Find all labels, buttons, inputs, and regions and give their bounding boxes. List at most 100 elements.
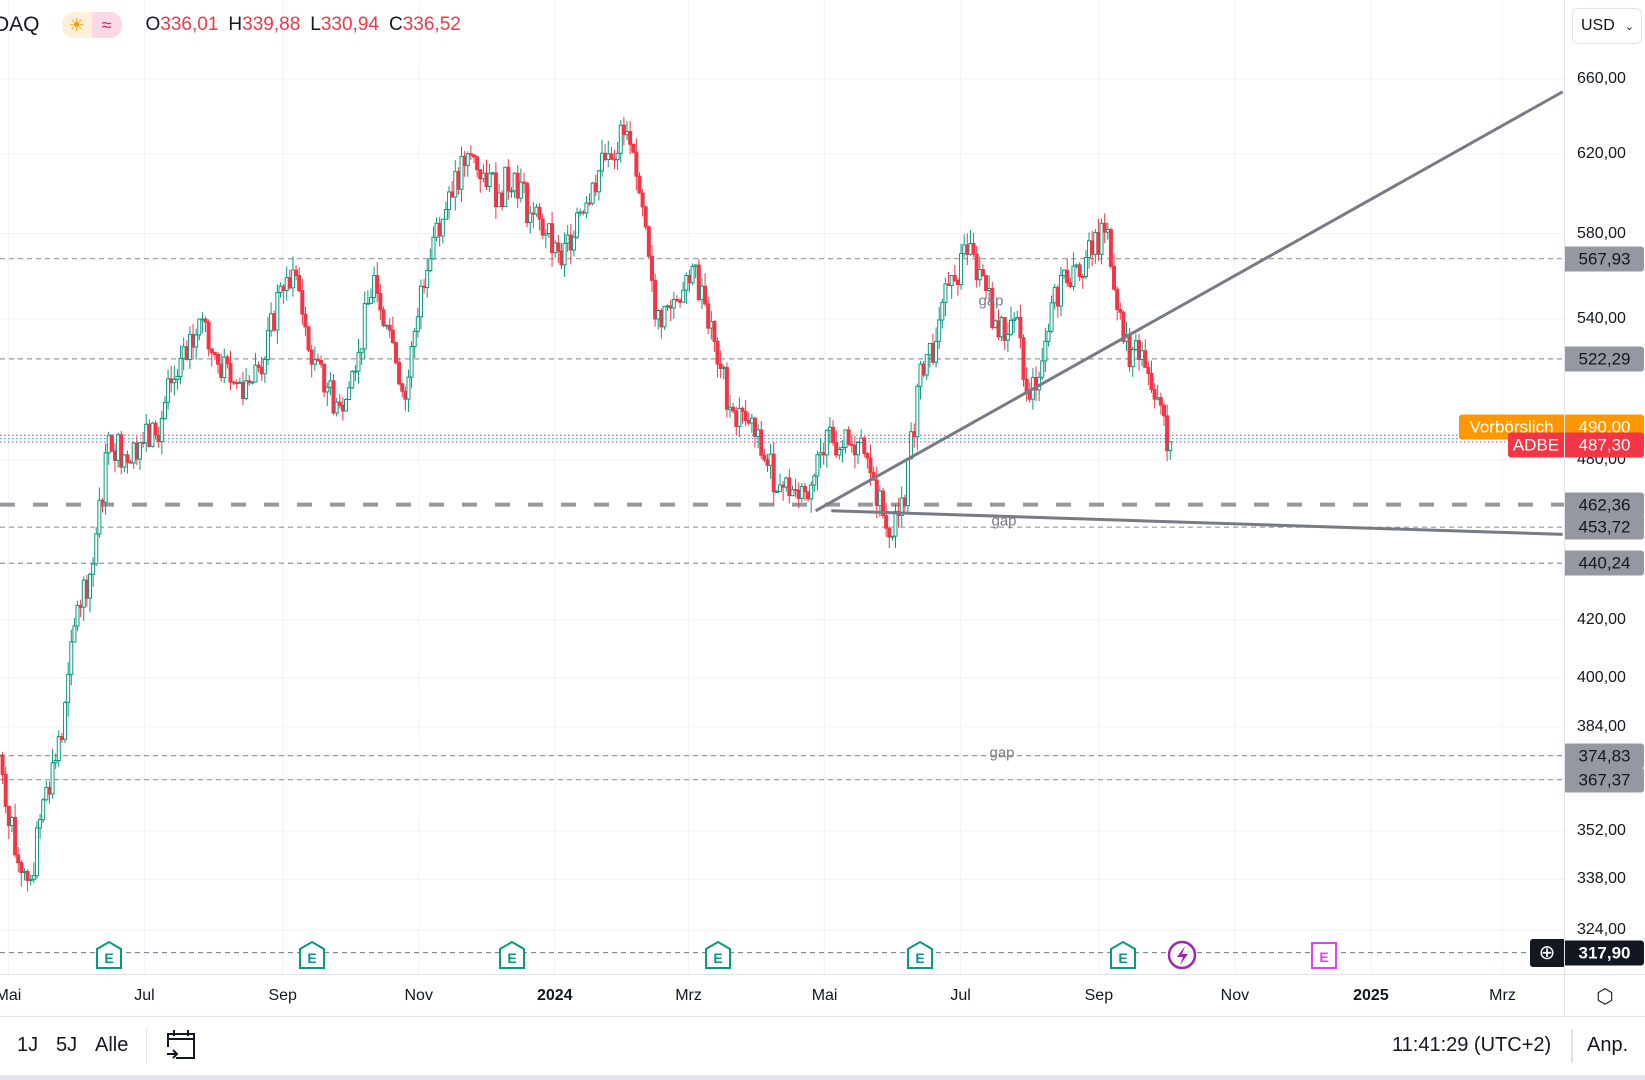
candle-body [137, 442, 142, 460]
candle-body [425, 270, 430, 289]
candle-body [147, 423, 152, 447]
candle-body [628, 131, 633, 145]
candle-body [63, 702, 68, 740]
candle-body [290, 269, 295, 289]
add-alert-plus-icon[interactable]: ⊕ [1530, 938, 1564, 967]
candle-body [1002, 317, 1007, 341]
candle-body [930, 342, 935, 363]
candle-body [428, 258, 433, 272]
candle-body [615, 152, 620, 161]
trendline [814, 90, 1564, 513]
candle-body [250, 381, 255, 384]
settings-icon[interactable]: ⬡ [1564, 975, 1645, 1017]
candle-body [618, 124, 623, 154]
candle-body [465, 153, 470, 166]
candle-body [837, 448, 842, 456]
candle-body [1121, 311, 1126, 342]
candle-body [521, 181, 526, 184]
candle-body [625, 131, 630, 136]
clock-time[interactable]: 11:41:29 (UTC+2) [1392, 1034, 1552, 1056]
symbol-legend: DAQ ☀ ≈ O336,01 H339,88 L330,94 C336,52 [0, 10, 471, 40]
candle-body [262, 359, 267, 375]
price-chart[interactable] [0, 0, 1564, 974]
upcoming-earnings-marker-icon[interactable]: E [1310, 940, 1338, 970]
candle-body [194, 334, 199, 348]
candle-body [784, 477, 789, 488]
price-tick-label: 324,00 [1577, 920, 1626, 938]
candle-body [172, 379, 177, 384]
candle-body [393, 342, 398, 364]
svg-text:E: E [1319, 949, 1328, 965]
candle-body [440, 218, 445, 237]
candle-body [968, 243, 973, 255]
candle-body [387, 324, 392, 331]
go-to-date-button[interactable] [166, 1027, 196, 1067]
candle-body [515, 172, 520, 199]
candle-body [1062, 269, 1067, 277]
range-5y-button[interactable]: 5J [56, 1034, 78, 1056]
range-all-button[interactable]: Alle [95, 1034, 129, 1056]
earnings-marker-icon[interactable]: E [1109, 940, 1137, 970]
candle-body [1012, 318, 1017, 321]
candle-body [231, 381, 236, 384]
candle-body [1046, 330, 1051, 342]
candle-body [731, 406, 736, 412]
candle-body [200, 318, 205, 321]
candle-body [646, 226, 651, 257]
candle-body [674, 298, 679, 301]
earnings-marker-icon[interactable]: E [95, 940, 123, 970]
candle-body [353, 370, 358, 373]
candle-body [1015, 316, 1020, 320]
candle-body [1009, 319, 1014, 335]
earnings-marker-icon[interactable]: E [498, 940, 526, 970]
candle-body [1068, 282, 1073, 287]
candle-body [921, 363, 926, 376]
price-tick-label: 420,00 [1577, 610, 1626, 628]
candle-body [359, 348, 364, 354]
candle-body [862, 437, 867, 454]
earnings-marker-icon[interactable]: E [298, 940, 326, 970]
candle-body [990, 287, 995, 329]
candle-body [306, 326, 311, 351]
candle-body [678, 299, 683, 303]
candle-body [403, 390, 408, 400]
candle-body [203, 318, 208, 323]
symbol-name[interactable]: DAQ [0, 13, 40, 36]
price-tick-label: 384,00 [1577, 717, 1626, 735]
candle-body [512, 172, 517, 192]
candle-body [905, 458, 910, 507]
chart-pane[interactable]: DAQ ☀ ≈ O336,01 H339,88 L330,94 C336,52 … [0, 0, 1564, 974]
candle-body [331, 380, 336, 414]
earnings-marker-icon[interactable]: E [906, 940, 934, 970]
range-1y-button[interactable]: 1J [17, 1034, 39, 1056]
status-pill[interactable]: ☀ ≈ [61, 12, 122, 38]
candle-body [34, 827, 39, 877]
time-axis[interactable]: Mai Jul Sep Nov 2024 Mrz Mai Jul Sep Nov 2025 Mrz ⬡ [0, 974, 1645, 1017]
candle-body [41, 799, 46, 821]
candle-body [756, 429, 761, 437]
earnings-marker-icon[interactable]: E [704, 940, 732, 970]
candle-body [571, 236, 576, 251]
candle-body [940, 301, 945, 321]
candle-body [534, 206, 539, 215]
candle-body [980, 269, 985, 277]
candle-body [509, 190, 514, 193]
currency-select[interactable]: USD ⌄ [1572, 8, 1642, 44]
candle-body [806, 491, 811, 500]
candle-body [721, 366, 726, 369]
candle-body [590, 182, 595, 204]
price-axis[interactable]: USD ⌄ 660,00 620,00 580,00 540,00 480,00 420,0… [1564, 0, 1645, 974]
time-tick-label: Nov [1220, 987, 1250, 1004]
candle-body [384, 324, 389, 327]
candle-body [100, 499, 105, 503]
candle-body [653, 279, 658, 320]
adjust-button[interactable]: Anp. [1587, 1034, 1629, 1056]
candle-body [418, 285, 423, 318]
lightning-marker-icon[interactable] [1167, 940, 1197, 970]
candle-body [955, 279, 960, 285]
price-tick-label: 400,00 [1577, 668, 1626, 686]
candle-body [1077, 264, 1082, 278]
candle-body [431, 236, 436, 260]
open-value: O336,01 [145, 14, 219, 35]
candle-body [212, 352, 217, 355]
